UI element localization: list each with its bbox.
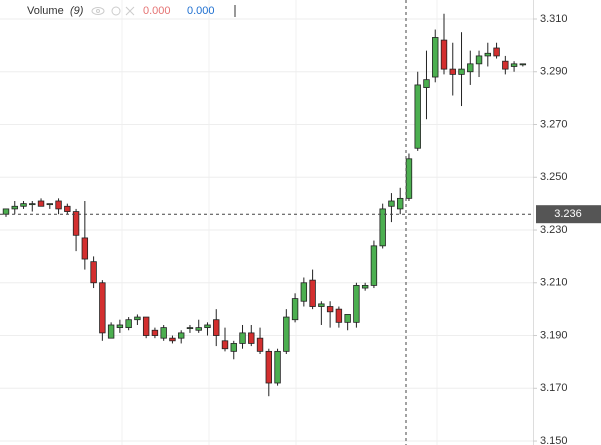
candle-body: [186, 327, 194, 330]
candle-body: [37, 200, 45, 207]
candle-body: [318, 303, 325, 307]
candle-body: [46, 203, 53, 206]
y-tick-label: 3.230: [540, 224, 568, 236]
candle-body: [291, 298, 299, 321]
candle-body: [160, 327, 167, 339]
candle-body: [309, 279, 316, 307]
candle-body: [169, 337, 176, 342]
legend-value: 0.000: [143, 5, 171, 17]
candle-body: [177, 332, 185, 339]
candle-body: [361, 285, 369, 289]
legend-value: 0.000: [187, 5, 215, 17]
candle-body: [510, 63, 518, 67]
y-tick-label: 3.270: [540, 118, 568, 130]
candle-body: [55, 200, 62, 210]
candle-body: [475, 55, 483, 65]
candle-body: [248, 332, 255, 344]
candle-body: [29, 203, 36, 206]
candle-body: [432, 37, 439, 78]
candle-body: [213, 319, 220, 336]
candle-body: [125, 319, 132, 329]
y-tick-label: 3.290: [540, 66, 568, 78]
candle-body: [414, 84, 421, 149]
candle-body: [72, 211, 80, 236]
candle-body: [99, 282, 106, 334]
candle-body: [11, 205, 18, 210]
candle-body: [221, 340, 229, 350]
candle-body: [2, 208, 10, 215]
candle-body: [64, 205, 71, 212]
candle-body: [440, 39, 448, 70]
candle-body: [195, 327, 202, 331]
candle-body: [423, 79, 430, 88]
candle-body: [134, 316, 141, 321]
candle-body: [90, 261, 97, 284]
y-tick-label: 3.210: [540, 277, 568, 289]
candle-body: [81, 237, 89, 260]
candle-body: [300, 282, 308, 302]
candle-body: [283, 316, 290, 352]
candle-body: [449, 68, 456, 75]
candle-body: [344, 314, 351, 323]
candle-body: [388, 200, 395, 207]
candle-body: [467, 63, 474, 73]
legend-param: (9): [70, 5, 84, 17]
candle-body: [379, 208, 386, 247]
y-tick-label: 3.150: [540, 435, 568, 445]
candle-body: [519, 63, 527, 66]
y-tick-label: 3.250: [540, 171, 568, 183]
candle-body: [265, 350, 272, 384]
candle-body: [502, 60, 509, 70]
candle-body: [326, 306, 334, 313]
candle-body: [204, 324, 211, 329]
candle-body: [353, 285, 360, 323]
crosshair-label-box: [536, 205, 601, 224]
candle-body: [370, 245, 378, 286]
candle-body: [230, 343, 237, 352]
candle-body: [239, 332, 246, 344]
candle-body: [116, 324, 124, 329]
candle-body: [396, 197, 404, 210]
y-tick-label: 3.310: [540, 13, 568, 25]
y-tick-label: 3.170: [540, 382, 568, 394]
y-tick-label: 3.190: [540, 329, 568, 341]
crosshair-label: 3.236: [554, 208, 582, 220]
candle-body: [107, 324, 115, 339]
candle-body: [142, 316, 150, 336]
candle-body: [484, 52, 491, 57]
legend-icons: [91, 6, 135, 16]
candle-body: [493, 47, 500, 57]
candle-body: [151, 329, 159, 336]
candle-body: [458, 68, 465, 75]
candle-body: [274, 350, 281, 384]
candle-body: [335, 308, 343, 323]
candle-body: [256, 337, 264, 352]
candle-body: [405, 158, 413, 199]
candle-body: [20, 203, 27, 207]
legend-label: Volume: [27, 5, 64, 17]
